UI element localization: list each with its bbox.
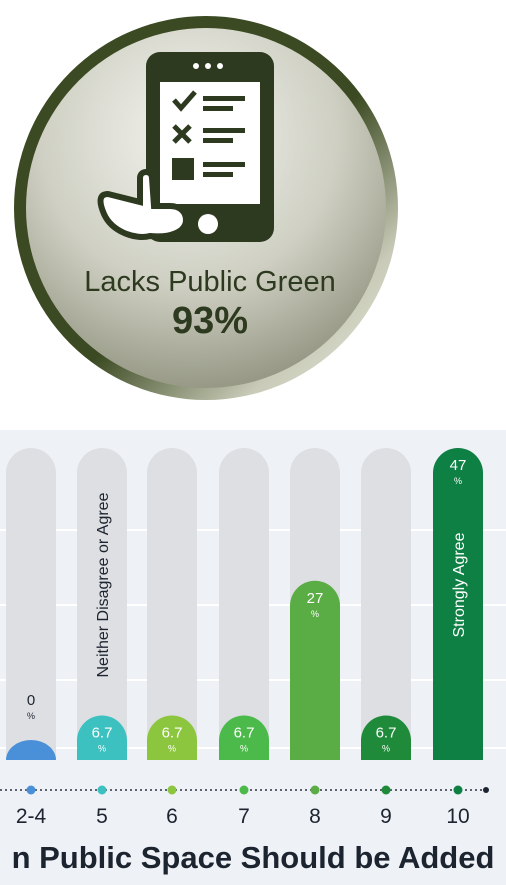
tick-label: 8 xyxy=(309,805,321,828)
axis-marker xyxy=(26,785,36,795)
data-label: 6.7 xyxy=(234,725,255,742)
bar-track xyxy=(147,448,197,760)
tick-label: 5 xyxy=(96,805,108,828)
bar-track xyxy=(77,448,127,760)
data-label: 6.7 xyxy=(376,725,397,742)
data-label: 27 xyxy=(307,590,324,607)
bar-8 xyxy=(290,580,340,760)
chart-title: n Public Space Should be Added xyxy=(11,840,495,875)
bar-2-4 xyxy=(6,740,56,760)
data-label-unit: % xyxy=(27,711,35,721)
data-label: 0 xyxy=(27,692,35,709)
bar-track xyxy=(6,448,56,760)
data-label-unit: % xyxy=(240,744,248,754)
bar-5 xyxy=(77,715,127,760)
tick-label: 7 xyxy=(238,805,250,828)
data-label-unit: % xyxy=(311,609,319,619)
bar-annotation: Strongly Agree xyxy=(451,532,468,637)
axis-marker xyxy=(310,785,320,795)
bar-track xyxy=(361,448,411,760)
data-label-unit: % xyxy=(454,476,462,486)
bar-7 xyxy=(219,715,269,760)
axis-marker xyxy=(381,785,391,795)
axis-marker xyxy=(453,785,463,795)
tick-label: 6 xyxy=(166,805,178,828)
data-label: 6.7 xyxy=(92,725,113,742)
stat-label: Lacks Public Green xyxy=(84,266,336,298)
axis-marker xyxy=(167,785,177,795)
axis-end-marker xyxy=(483,787,489,793)
data-label-unit: % xyxy=(98,744,106,754)
stat-badge xyxy=(14,16,398,400)
stat-value: 93% xyxy=(171,300,249,342)
bar-track xyxy=(219,448,269,760)
bar-6 xyxy=(147,715,197,760)
axis-marker xyxy=(97,785,107,795)
stat-panel: Lacks Public Green 93% xyxy=(0,0,506,420)
data-label: 6.7 xyxy=(162,725,183,742)
data-label-unit: % xyxy=(168,744,176,754)
tick-label: 2-4 xyxy=(16,805,47,828)
bar-10 xyxy=(433,448,483,760)
tablet-checklist-tap-icon xyxy=(97,52,274,242)
axis-marker xyxy=(239,785,249,795)
bar-9 xyxy=(361,715,411,760)
tick-label: 9 xyxy=(380,805,392,828)
data-label: 47 xyxy=(450,457,467,474)
bar-annotation: Neither Disagree or Agree xyxy=(95,492,112,677)
data-label-unit: % xyxy=(382,744,390,754)
tick-label: 10 xyxy=(446,805,469,828)
